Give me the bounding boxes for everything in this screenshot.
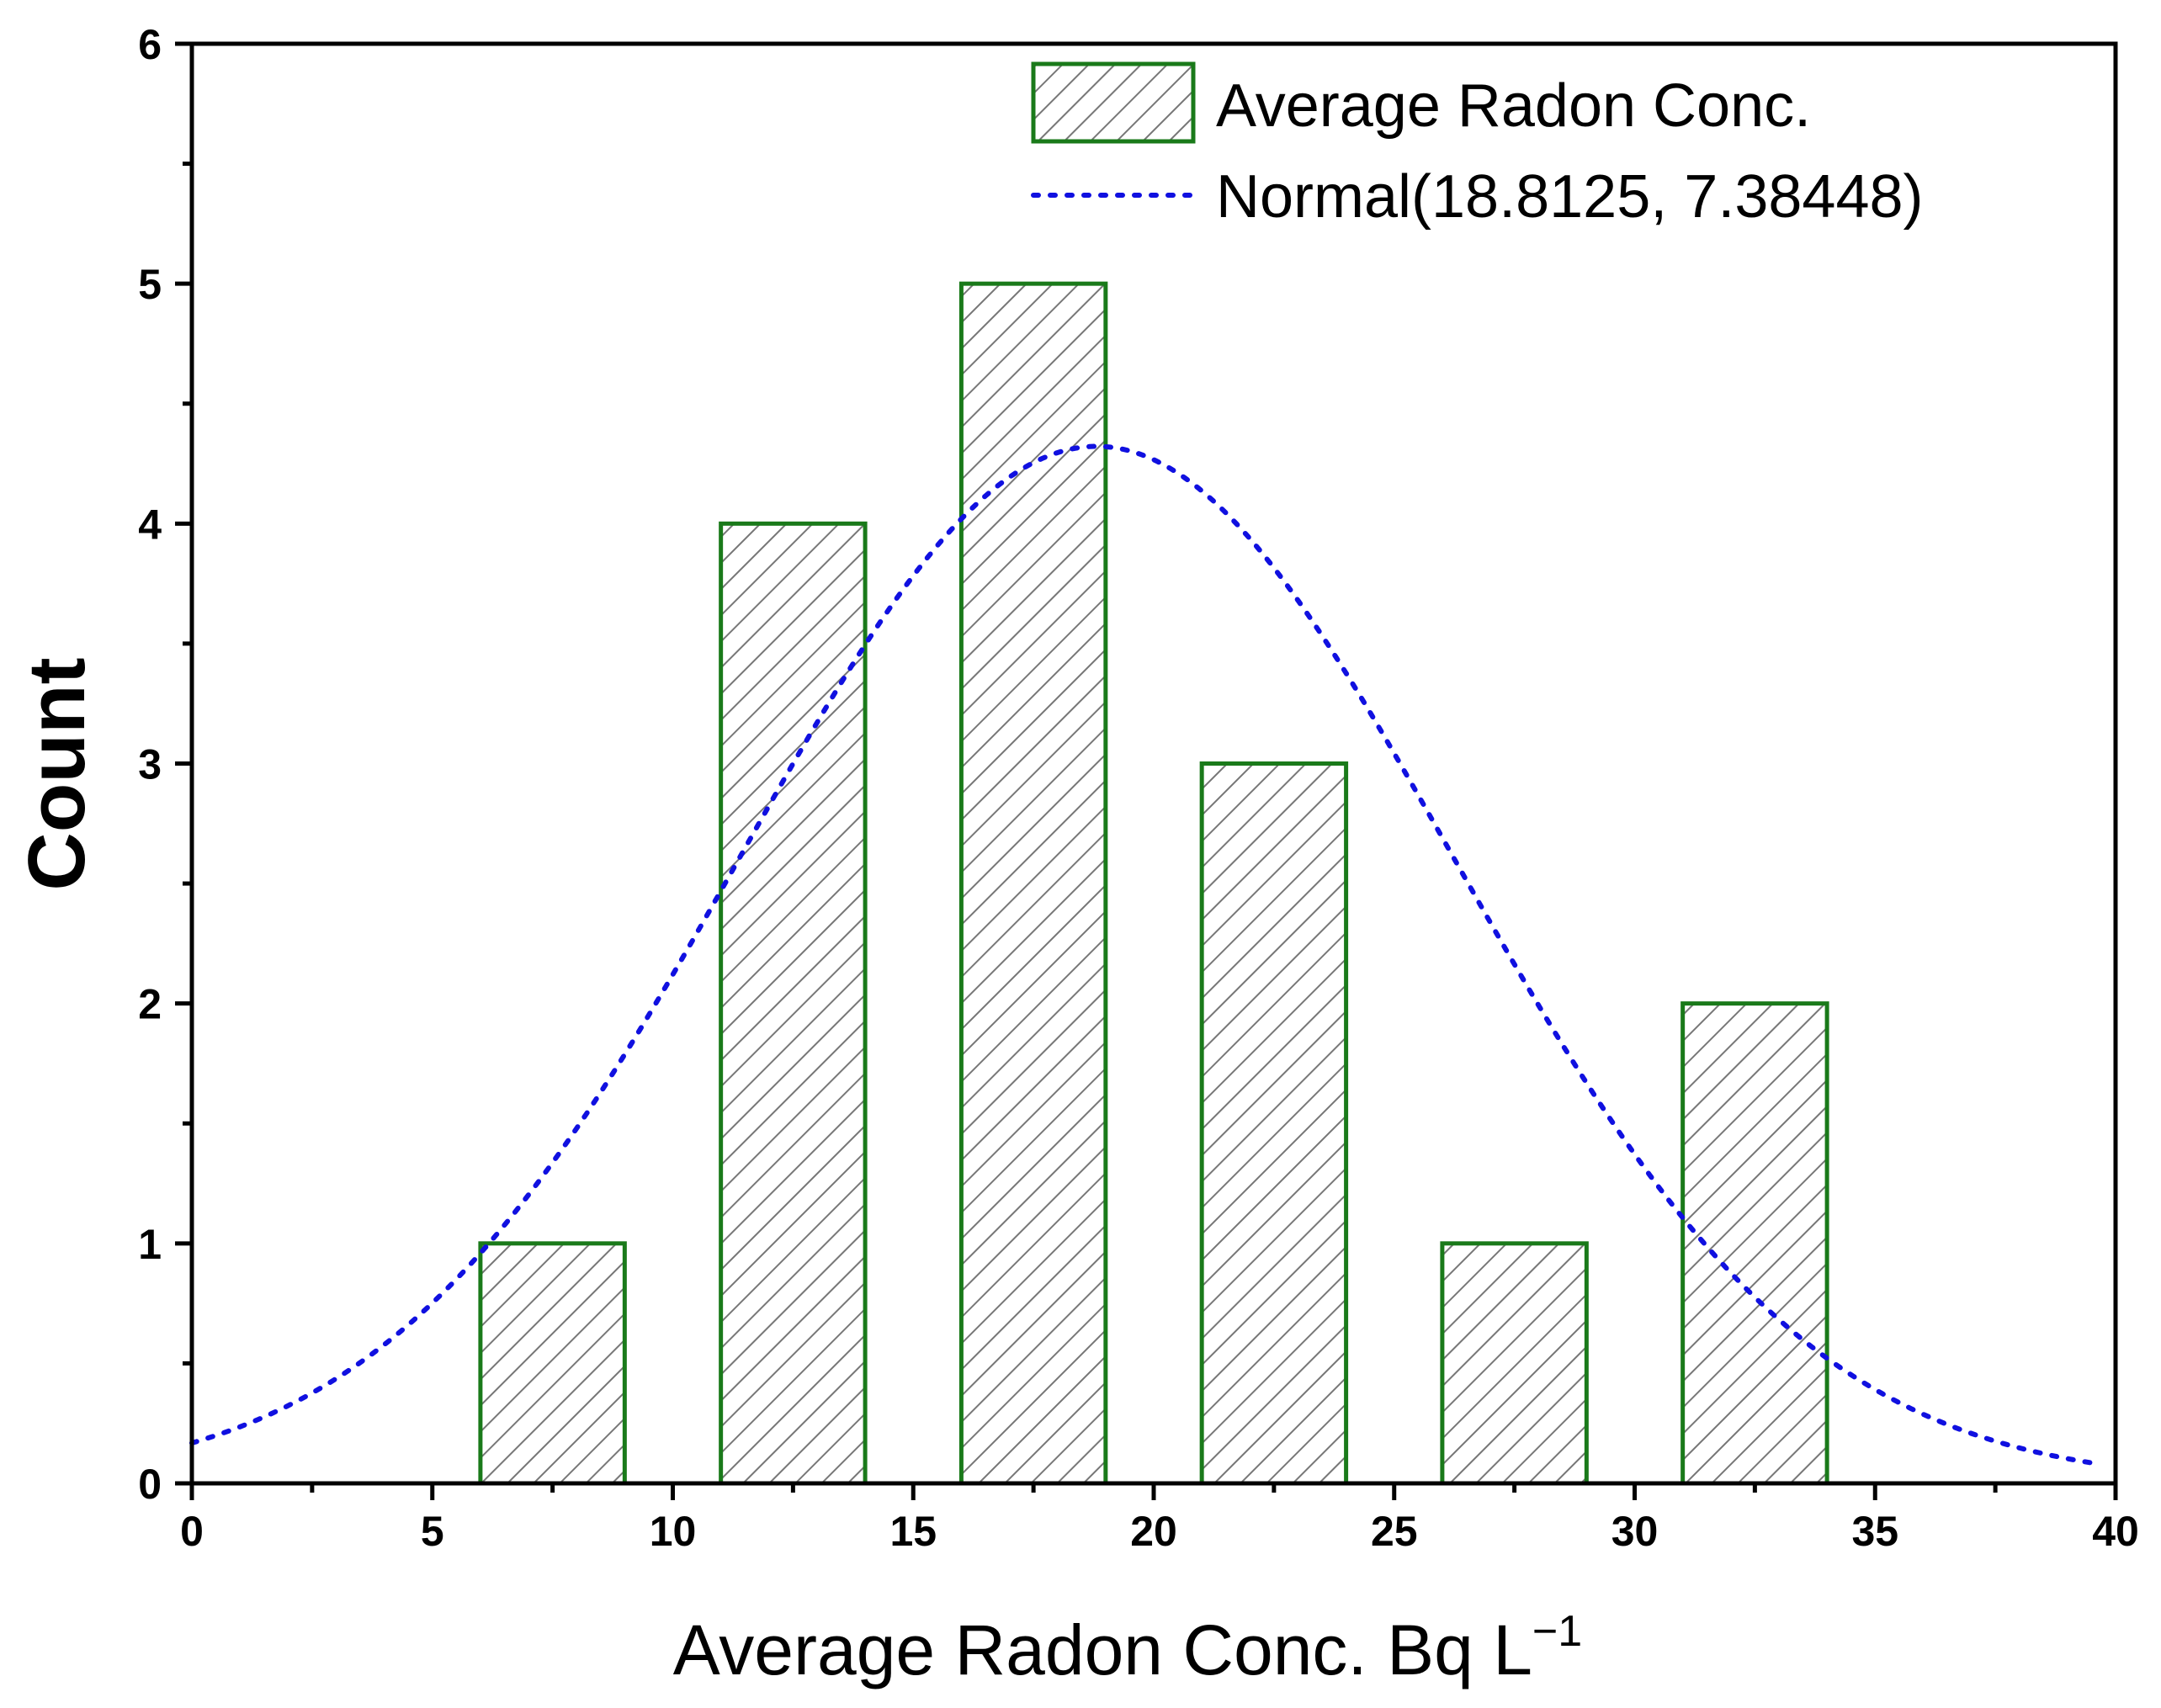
x-tick-label: 25 [1371, 1508, 1418, 1555]
y-tick-label: 5 [138, 261, 162, 308]
x-tick-label: 5 [421, 1508, 444, 1555]
x-tick-label: 30 [1611, 1508, 1659, 1555]
legend-swatch-histogram [1031, 61, 1196, 144]
y-tick-label: 1 [138, 1221, 162, 1268]
histogram-bar-3 [958, 281, 1108, 1486]
histogram-bar-1 [478, 1241, 627, 1486]
ticks-layer: 0 5 10 15 20 25 30 35 40 0 1 2 3 4 5 6 [138, 21, 2139, 1555]
y-tick-label: 3 [138, 741, 162, 788]
legend-label-normal: Normal(18.8125, 7.38448) [1216, 163, 1924, 231]
histogram-bar-2 [719, 521, 868, 1486]
histogram-bar-5 [1440, 1241, 1589, 1486]
normal-curve [189, 443, 2095, 1466]
x-tick-label: 10 [650, 1508, 697, 1555]
legend: Average Radon Conc. Normal(18.8125, 7.38… [1031, 61, 1924, 231]
x-tick-label: 35 [1851, 1508, 1898, 1555]
y-tick-label: 6 [138, 21, 162, 68]
x-axis-title: Average Radon Conc. Bq L−1 [673, 1607, 1582, 1689]
histogram-bar-6 [1680, 1001, 1829, 1486]
legend-label-histogram: Average Radon Conc. [1216, 72, 1811, 140]
y-tick-label: 0 [138, 1461, 162, 1508]
normal-curve-layer [189, 443, 2095, 1466]
y-tick-label: 4 [138, 501, 162, 548]
x-tick-label: 40 [2092, 1508, 2139, 1555]
y-tick-label: 2 [138, 981, 162, 1028]
x-tick-label: 20 [1130, 1508, 1177, 1555]
y-axis-title: Count [12, 657, 102, 890]
bars-layer [478, 281, 1829, 1486]
x-tick-label: 0 [180, 1508, 204, 1555]
histogram-bar-4 [1199, 761, 1349, 1486]
x-tick-label: 15 [889, 1508, 937, 1555]
